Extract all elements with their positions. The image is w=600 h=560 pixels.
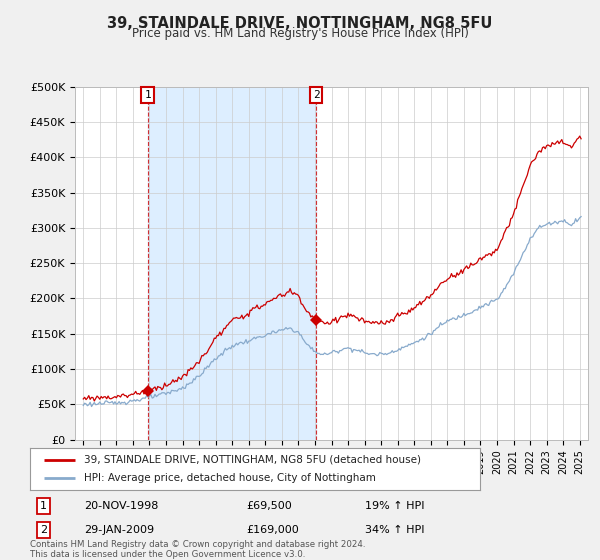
Text: 1: 1 — [144, 90, 151, 100]
Text: 29-JAN-2009: 29-JAN-2009 — [84, 525, 154, 535]
Text: 34% ↑ HPI: 34% ↑ HPI — [365, 525, 424, 535]
Text: 19% ↑ HPI: 19% ↑ HPI — [365, 501, 424, 511]
Text: 20-NOV-1998: 20-NOV-1998 — [84, 501, 158, 511]
Text: Contains HM Land Registry data © Crown copyright and database right 2024.
This d: Contains HM Land Registry data © Crown c… — [30, 540, 365, 559]
Text: Price paid vs. HM Land Registry's House Price Index (HPI): Price paid vs. HM Land Registry's House … — [131, 27, 469, 40]
Text: 39, STAINDALE DRIVE, NOTTINGHAM, NG8 5FU: 39, STAINDALE DRIVE, NOTTINGHAM, NG8 5FU — [107, 16, 493, 31]
Text: £169,000: £169,000 — [246, 525, 299, 535]
Bar — [148, 87, 316, 440]
Text: 39, STAINDALE DRIVE, NOTTINGHAM, NG8 5FU (detached house): 39, STAINDALE DRIVE, NOTTINGHAM, NG8 5FU… — [84, 455, 421, 465]
Text: 2: 2 — [40, 525, 47, 535]
Text: £69,500: £69,500 — [246, 501, 292, 511]
Text: 1: 1 — [40, 501, 47, 511]
Text: 2: 2 — [313, 90, 320, 100]
Text: HPI: Average price, detached house, City of Nottingham: HPI: Average price, detached house, City… — [84, 473, 376, 483]
